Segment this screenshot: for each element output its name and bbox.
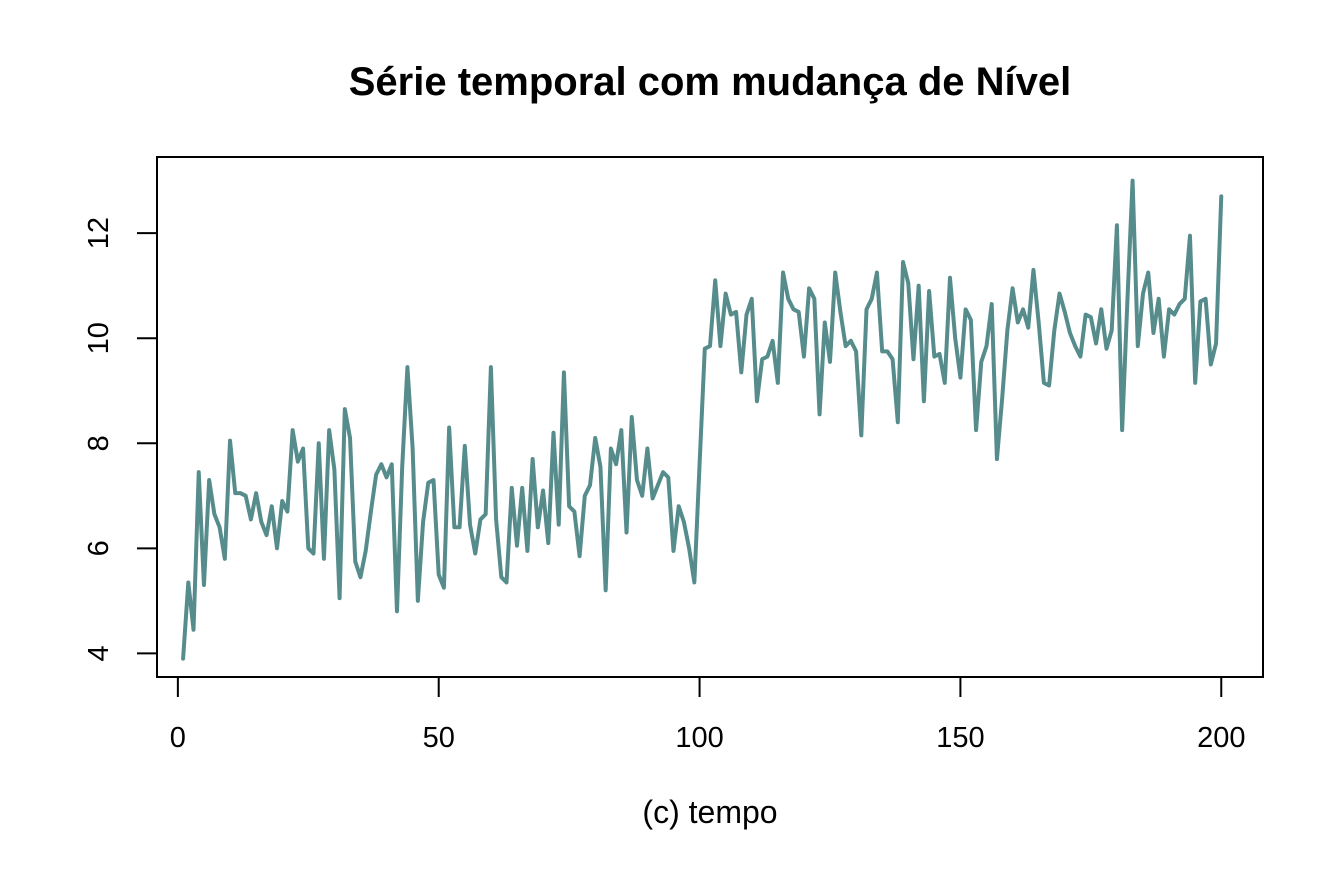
plot-area-frame [156,156,1264,678]
x-tick-label: 0 [170,722,186,754]
x-tick-label: 50 [423,722,455,754]
x-axis-label: (c) tempo [642,794,777,830]
y-tick-label: 10 [83,322,115,354]
x-tick-label: 200 [1197,722,1245,754]
x-axis: 0 50 100 150 200 [170,676,1245,754]
y-tick-label: 6 [83,540,115,556]
y-axis: 4 6 8 10 12 [83,217,158,661]
series-line [181,178,1224,661]
y-tick-label: 12 [83,217,115,249]
x-tick-label: 150 [936,722,984,754]
y-tick-label: 8 [83,435,115,451]
chart-title: Série temporal com mudança de Nível [349,60,1071,104]
y-tick-label: 4 [83,645,115,661]
x-tick-label: 100 [675,722,723,754]
